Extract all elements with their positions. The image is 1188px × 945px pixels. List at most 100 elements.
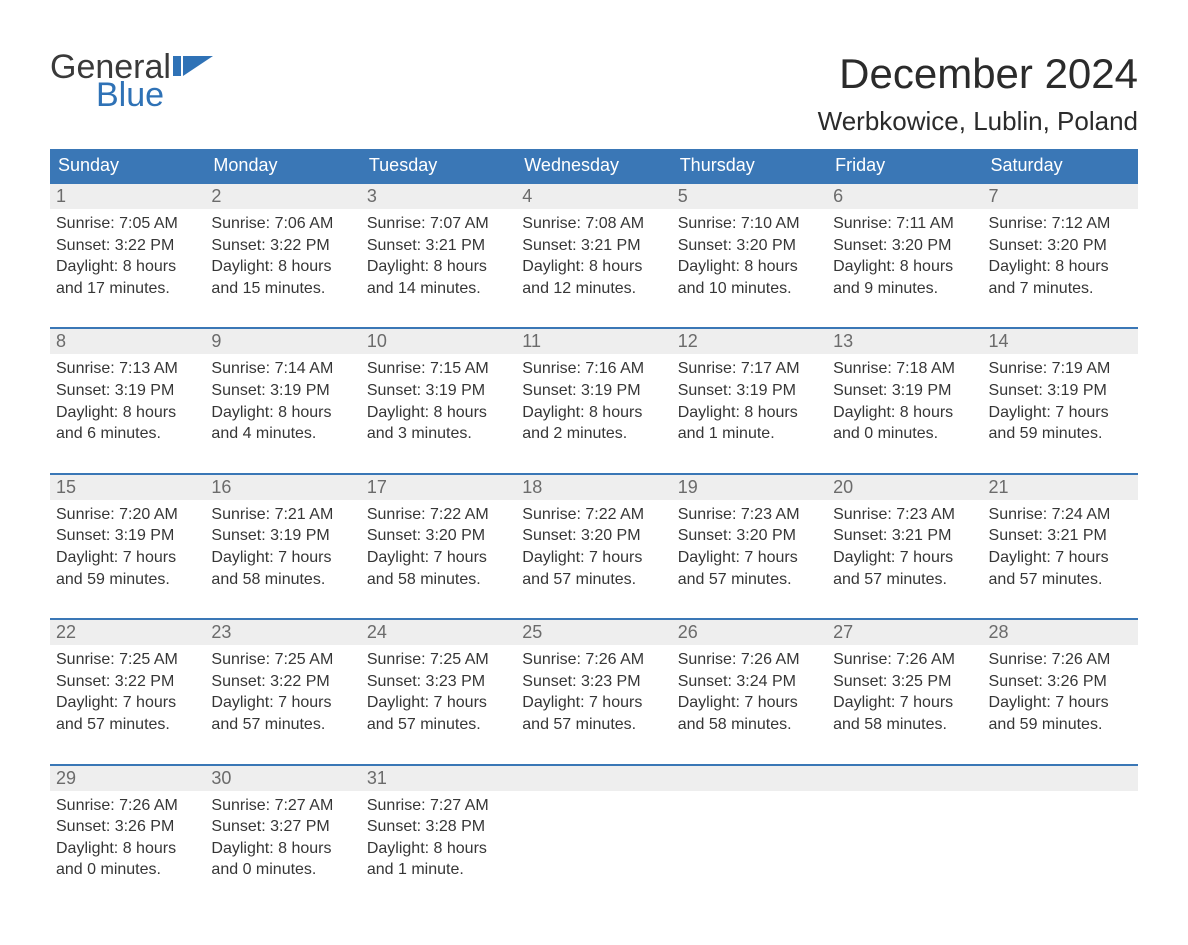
day-details: Sunrise: 7:19 AMSunset: 3:19 PMDaylight:… [983,354,1138,458]
day-header: Tuesday [361,149,516,182]
calendar-week: 15Sunrise: 7:20 AMSunset: 3:19 PMDayligh… [50,473,1138,604]
day-detail-line: Daylight: 8 hours [56,838,199,860]
day-header: Saturday [983,149,1138,182]
day-detail-line: and 0 minutes. [56,859,199,881]
day-detail-line: Sunrise: 7:26 AM [56,795,199,817]
day-detail-line: and 1 minute. [678,423,821,445]
calendar-day-cell: 21Sunrise: 7:24 AMSunset: 3:21 PMDayligh… [983,475,1138,604]
title-block: December 2024 Werbkowice, Lublin, Poland [818,50,1138,137]
day-detail-line: Daylight: 8 hours [522,402,665,424]
day-details: Sunrise: 7:16 AMSunset: 3:19 PMDaylight:… [516,354,671,458]
day-detail-line: Sunset: 3:26 PM [56,816,199,838]
day-detail-line: Sunset: 3:22 PM [56,235,199,257]
day-details: Sunrise: 7:12 AMSunset: 3:20 PMDaylight:… [983,209,1138,313]
day-detail-line: and 59 minutes. [56,569,199,591]
day-detail-line: and 0 minutes. [833,423,976,445]
day-number: 1 [50,184,205,209]
day-detail-line: and 6 minutes. [56,423,199,445]
calendar-day-cell: 15Sunrise: 7:20 AMSunset: 3:19 PMDayligh… [50,475,205,604]
day-detail-line: and 9 minutes. [833,278,976,300]
day-header: Friday [827,149,982,182]
day-detail-line: and 57 minutes. [211,714,354,736]
day-detail-line: Sunset: 3:20 PM [833,235,976,257]
day-number: 4 [516,184,671,209]
day-number: 7 [983,184,1138,209]
day-details: Sunrise: 7:08 AMSunset: 3:21 PMDaylight:… [516,209,671,313]
day-detail-line: and 7 minutes. [989,278,1132,300]
day-details: Sunrise: 7:15 AMSunset: 3:19 PMDaylight:… [361,354,516,458]
day-detail-line: Sunrise: 7:22 AM [367,504,510,526]
day-detail-line: Sunrise: 7:13 AM [56,358,199,380]
calendar-day-cell: 11Sunrise: 7:16 AMSunset: 3:19 PMDayligh… [516,329,671,458]
calendar-week: 22Sunrise: 7:25 AMSunset: 3:22 PMDayligh… [50,618,1138,749]
day-number [516,766,671,791]
day-number: 6 [827,184,982,209]
day-number: 16 [205,475,360,500]
day-detail-line: Sunset: 3:24 PM [678,671,821,693]
brand-word-blue: Blue [50,78,213,112]
day-detail-line: Sunset: 3:23 PM [522,671,665,693]
day-detail-line: Sunrise: 7:24 AM [989,504,1132,526]
day-detail-line: Daylight: 7 hours [522,547,665,569]
header: General Blue December 2024 Werbkowice, L… [50,50,1138,137]
day-detail-line: Sunset: 3:19 PM [833,380,976,402]
calendar-day-cell: 4Sunrise: 7:08 AMSunset: 3:21 PMDaylight… [516,184,671,313]
day-detail-line: Sunset: 3:20 PM [989,235,1132,257]
calendar-day-cell: 23Sunrise: 7:25 AMSunset: 3:22 PMDayligh… [205,620,360,749]
day-details: Sunrise: 7:05 AMSunset: 3:22 PMDaylight:… [50,209,205,313]
calendar-day-cell: 27Sunrise: 7:26 AMSunset: 3:25 PMDayligh… [827,620,982,749]
day-detail-line: and 58 minutes. [367,569,510,591]
day-details: Sunrise: 7:22 AMSunset: 3:20 PMDaylight:… [361,500,516,604]
day-detail-line: and 3 minutes. [367,423,510,445]
day-detail-line: Sunset: 3:20 PM [678,525,821,547]
day-number: 29 [50,766,205,791]
day-detail-line: Sunrise: 7:07 AM [367,213,510,235]
calendar-day-cell: 12Sunrise: 7:17 AMSunset: 3:19 PMDayligh… [672,329,827,458]
calendar-day-cell: 18Sunrise: 7:22 AMSunset: 3:20 PMDayligh… [516,475,671,604]
day-detail-line: and 4 minutes. [211,423,354,445]
day-details [672,791,827,831]
day-details: Sunrise: 7:25 AMSunset: 3:22 PMDaylight:… [50,645,205,749]
month-title: December 2024 [818,50,1138,98]
day-details: Sunrise: 7:26 AMSunset: 3:26 PMDaylight:… [50,791,205,895]
day-details: Sunrise: 7:23 AMSunset: 3:20 PMDaylight:… [672,500,827,604]
calendar-day-cell: 1Sunrise: 7:05 AMSunset: 3:22 PMDaylight… [50,184,205,313]
day-number: 20 [827,475,982,500]
day-detail-line: Sunset: 3:19 PM [367,380,510,402]
day-detail-line: Sunset: 3:19 PM [522,380,665,402]
calendar-day-cell: 24Sunrise: 7:25 AMSunset: 3:23 PMDayligh… [361,620,516,749]
day-detail-line: Daylight: 7 hours [56,547,199,569]
day-detail-line: Daylight: 8 hours [522,256,665,278]
day-detail-line: Sunrise: 7:18 AM [833,358,976,380]
calendar-day-cell: 19Sunrise: 7:23 AMSunset: 3:20 PMDayligh… [672,475,827,604]
day-detail-line: Daylight: 8 hours [989,256,1132,278]
day-details: Sunrise: 7:17 AMSunset: 3:19 PMDaylight:… [672,354,827,458]
day-detail-line: and 57 minutes. [367,714,510,736]
day-detail-line: Sunset: 3:22 PM [211,235,354,257]
day-detail-line: Sunrise: 7:14 AM [211,358,354,380]
day-detail-line: Sunrise: 7:15 AM [367,358,510,380]
calendar-day-cell: 29Sunrise: 7:26 AMSunset: 3:26 PMDayligh… [50,766,205,895]
day-number: 10 [361,329,516,354]
day-details: Sunrise: 7:25 AMSunset: 3:22 PMDaylight:… [205,645,360,749]
day-number: 13 [827,329,982,354]
day-details: Sunrise: 7:26 AMSunset: 3:25 PMDaylight:… [827,645,982,749]
day-header-row: SundayMondayTuesdayWednesdayThursdayFrid… [50,149,1138,182]
day-detail-line: Sunrise: 7:26 AM [989,649,1132,671]
calendar-day-cell: 14Sunrise: 7:19 AMSunset: 3:19 PMDayligh… [983,329,1138,458]
day-number: 21 [983,475,1138,500]
day-detail-line: Sunset: 3:23 PM [367,671,510,693]
day-number: 27 [827,620,982,645]
day-number: 17 [361,475,516,500]
day-detail-line: Sunset: 3:22 PM [211,671,354,693]
day-detail-line: and 0 minutes. [211,859,354,881]
calendar-day-cell [983,766,1138,895]
day-detail-line: Daylight: 8 hours [367,256,510,278]
day-number: 2 [205,184,360,209]
day-detail-line: and 15 minutes. [211,278,354,300]
day-number: 15 [50,475,205,500]
day-number [672,766,827,791]
calendar-week: 29Sunrise: 7:26 AMSunset: 3:26 PMDayligh… [50,764,1138,895]
day-detail-line: Sunrise: 7:20 AM [56,504,199,526]
day-detail-line: Sunrise: 7:19 AM [989,358,1132,380]
